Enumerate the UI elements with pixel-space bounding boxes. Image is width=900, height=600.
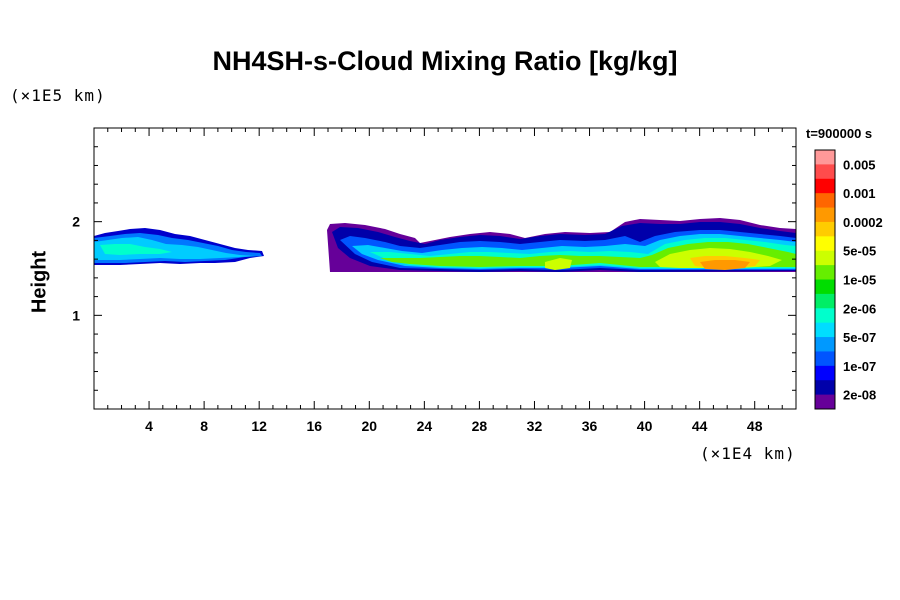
colorbar-swatch (815, 380, 835, 396)
cloud-left-core (100, 244, 172, 255)
colorbar-swatch (815, 250, 835, 266)
cloud-field (94, 218, 796, 272)
colorbar-swatch (815, 221, 835, 237)
colorbar-label: 2e-06 (843, 301, 876, 316)
colorbar-swatch (815, 351, 835, 367)
colorbar-swatch (815, 236, 835, 252)
x-tick-label: 44 (692, 418, 708, 434)
colorbar-swatch (815, 293, 835, 309)
colorbar-label: 1e-05 (843, 273, 876, 288)
colorbar-swatch (815, 164, 835, 180)
x-tick-label: 20 (362, 418, 378, 434)
colorbar-label: 5e-07 (843, 330, 876, 345)
x-tick-label: 12 (251, 418, 267, 434)
y-tick-label: 2 (72, 214, 80, 230)
x-tick-label: 48 (747, 418, 763, 434)
colorbar-swatch (815, 322, 835, 338)
x-tick-label: 4 (145, 418, 153, 434)
y-axis-unit: (×1E5 km) (10, 86, 106, 105)
time-label: t=900000 s (806, 126, 873, 141)
colorbar-swatch (815, 394, 835, 410)
chart-title: NH4SH-s-Cloud Mixing Ratio [kg/kg] (212, 46, 678, 76)
colorbar-swatch (815, 337, 835, 352)
colorbar-swatch (815, 365, 835, 381)
colorbar-swatch (815, 279, 835, 295)
colorbar-label: 0.0002 (843, 215, 883, 230)
colorbar-swatch (815, 178, 835, 194)
colorbar-swatch (815, 265, 835, 280)
x-tick-label: 8 (200, 418, 208, 434)
x-tick-label: 16 (306, 418, 322, 434)
x-axis-unit: (×1E4 km) (700, 444, 796, 463)
colorbar-swatch (815, 308, 835, 324)
y-tick-label: 1 (72, 307, 80, 323)
x-tick-label: 28 (472, 418, 488, 434)
colorbar-swatch (815, 193, 835, 209)
x-tick-label: 40 (637, 418, 653, 434)
colorbar-label: 2e-08 (843, 388, 876, 403)
x-tick-label: 32 (527, 418, 543, 434)
plot-frame (93, 127, 797, 410)
x-tick-label: 24 (417, 418, 433, 434)
colorbar-label: 0.005 (843, 157, 876, 172)
x-tick-label: 36 (582, 418, 598, 434)
colorbar-swatch (815, 150, 835, 165)
colorbar-swatch (815, 207, 835, 223)
colorbar-frame (814, 149, 836, 410)
colorbar-label: 0.001 (843, 186, 876, 201)
colorbar-label: 5e-05 (843, 244, 876, 259)
cloud-main-orange (700, 260, 750, 270)
colorbar-label: 1e-07 (843, 359, 876, 374)
colorbar: 0.005 0.001 0.0002 5e-05 1e-05 2e-06 5e-07 1e-0… (814, 149, 883, 410)
